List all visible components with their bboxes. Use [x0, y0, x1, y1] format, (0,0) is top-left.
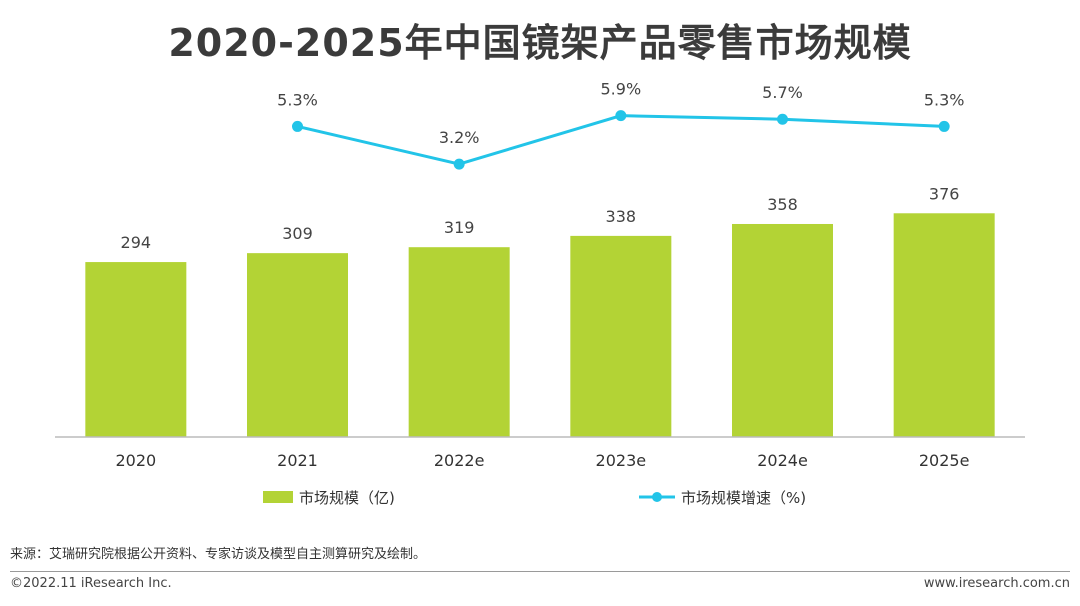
x-tick-2021: 2021 [277, 451, 318, 470]
bar-label-2024e: 358 [767, 195, 798, 214]
legend-bar-label: 市场规模（亿) [299, 489, 395, 507]
growth-label-2025e: 5.3% [924, 90, 965, 109]
bar-label-2025e: 376 [929, 184, 960, 203]
growth-label-2021: 5.3% [277, 90, 318, 109]
bar-label-2020: 294 [121, 233, 152, 252]
bar-label-2021: 309 [282, 224, 313, 243]
footer-divider [10, 571, 1070, 572]
x-tick-2023e: 2023e [596, 451, 647, 470]
growth-point-2024e [777, 113, 788, 125]
bar-2024e [732, 223, 833, 437]
growth-points [292, 110, 950, 170]
bar-2023e [570, 235, 672, 437]
bar-label-2023e: 338 [606, 207, 637, 226]
x-tick-2022e: 2022e [434, 451, 485, 470]
page-title: 2020-2025年中国镜架产品零售市场规模 [168, 21, 912, 65]
legend-bar-swatch [263, 491, 293, 503]
growth-label-2024e: 5.7% [762, 83, 803, 102]
x-tick-2020: 2020 [115, 451, 156, 470]
growth-point-2022e [453, 158, 465, 170]
x-tick-2025e: 2025e [919, 451, 970, 470]
bar-2022e [408, 247, 510, 437]
bar-label-2022e: 319 [444, 218, 475, 237]
growth-line [297, 114, 945, 166]
x-tick-2024e: 2024e [757, 451, 808, 470]
x-tick-labels: 2020 2021 2022e 2023e 2024e 2025e [115, 451, 969, 470]
growth-point-2025e [938, 120, 950, 132]
growth-label-2023e: 5.9% [601, 80, 642, 99]
legend: 市场规模（亿) 市场规模增速（%) [263, 489, 806, 507]
growth-point-2023e [615, 110, 627, 122]
legend-line-label: 市场规模增速（%) [681, 489, 806, 507]
bar-2021 [247, 253, 348, 437]
legend-line-marker [652, 492, 662, 502]
source-note: 来源：艾瑞研究院根据公开资料、专家访谈及模型自主测算研究及绘制。 [10, 547, 427, 562]
website-link[interactable]: www.iresearch.com.cn [923, 576, 1070, 591]
growth-label-2022e: 3.2% [439, 128, 480, 147]
bar-2020 [85, 262, 187, 437]
bar-value-labels: 294 309 319 338 358 376 [121, 184, 960, 252]
bar-series [85, 213, 995, 437]
bar-2025e [893, 213, 995, 437]
growth-value-labels: 5.3% 3.2% 5.9% 5.7% 5.3% [277, 80, 964, 147]
growth-point-2021 [292, 120, 303, 132]
chart: 2020 2021 2022e 2023e 2024e 2025e 294 309 319 33… [55, 80, 1025, 507]
copyright: ©2022.11 iResearch Inc. [10, 576, 172, 591]
